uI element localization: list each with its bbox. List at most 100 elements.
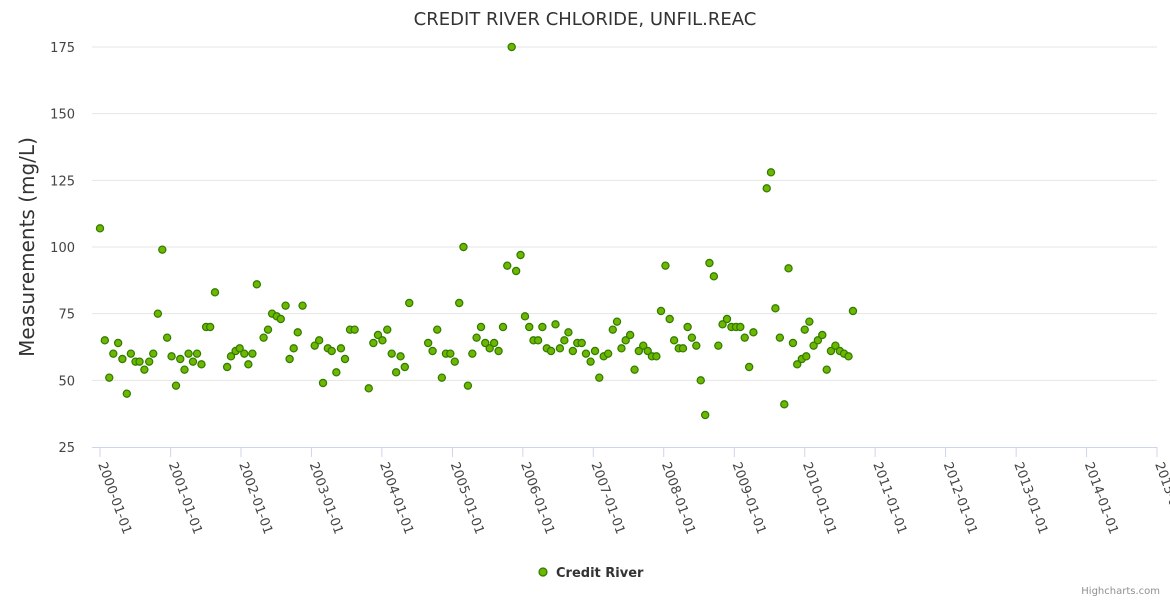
data-point[interactable]: [494, 346, 503, 356]
data-point[interactable]: [533, 336, 543, 345]
data-point[interactable]: [525, 322, 534, 332]
data-point[interactable]: [538, 322, 547, 332]
data-point[interactable]: [692, 341, 701, 350]
data-point[interactable]: [612, 317, 622, 326]
data-point[interactable]: [802, 352, 811, 361]
data-point[interactable]: [184, 349, 193, 358]
data-point[interactable]: [396, 352, 405, 361]
data-point[interactable]: [595, 373, 604, 382]
data-point[interactable]: [709, 272, 719, 281]
data-point[interactable]: [669, 336, 679, 345]
data-point[interactable]: [176, 354, 185, 364]
data-point[interactable]: [248, 349, 257, 358]
data-point[interactable]: [226, 352, 236, 361]
data-point[interactable]: [240, 349, 249, 358]
data-point[interactable]: [489, 338, 499, 348]
data-point[interactable]: [336, 344, 346, 353]
data-point[interactable]: [577, 338, 586, 348]
data-point[interactable]: [656, 306, 666, 316]
data-point[interactable]: [503, 261, 512, 270]
data-point[interactable]: [621, 336, 630, 345]
data-point[interactable]: [188, 357, 198, 366]
data-point[interactable]: [775, 333, 785, 342]
data-point[interactable]: [433, 325, 442, 334]
data-point[interactable]: [683, 322, 692, 332]
data-point[interactable]: [423, 338, 433, 348]
data-point[interactable]: [844, 352, 853, 361]
data-point[interactable]: [327, 346, 336, 356]
data-point[interactable]: [378, 336, 387, 345]
data-point[interactable]: [780, 400, 789, 409]
data-point[interactable]: [293, 328, 302, 337]
legend[interactable]: Credit River: [538, 566, 644, 581]
data-point[interactable]: [687, 333, 697, 342]
data-point[interactable]: [113, 338, 123, 348]
data-point[interactable]: [476, 322, 486, 332]
data-point[interactable]: [387, 349, 396, 358]
data-point[interactable]: [167, 352, 176, 361]
data-point[interactable]: [826, 346, 836, 356]
data-point[interactable]: [736, 322, 745, 332]
data-point[interactable]: [744, 362, 754, 372]
data-point[interactable]: [140, 365, 149, 374]
data-point[interactable]: [643, 346, 652, 356]
data-point[interactable]: [405, 298, 414, 308]
data-point[interactable]: [276, 314, 285, 324]
data-point[interactable]: [568, 346, 578, 356]
data-point[interactable]: [318, 378, 328, 388]
data-point[interactable]: [481, 338, 490, 348]
data-point[interactable]: [100, 336, 110, 345]
data-point[interactable]: [314, 336, 324, 345]
data-point[interactable]: [700, 410, 710, 420]
data-point[interactable]: [800, 325, 809, 334]
data-point[interactable]: [485, 344, 494, 353]
data-point[interactable]: [135, 357, 144, 366]
data-point[interactable]: [813, 336, 823, 345]
data-point[interactable]: [608, 325, 617, 334]
data-point[interactable]: [603, 349, 613, 358]
data-point[interactable]: [520, 312, 530, 321]
data-point[interactable]: [332, 368, 341, 377]
data-point[interactable]: [459, 242, 468, 252]
data-point[interactable]: [105, 373, 114, 382]
data-point[interactable]: [235, 344, 244, 353]
data-point[interactable]: [630, 365, 639, 374]
data-point[interactable]: [455, 298, 464, 308]
data-point[interactable]: [310, 341, 319, 350]
data-point[interactable]: [809, 341, 818, 350]
data-point[interactable]: [546, 346, 556, 356]
data-point[interactable]: [665, 314, 674, 324]
data-point[interactable]: [192, 349, 202, 358]
data-point[interactable]: [822, 365, 831, 374]
data-point[interactable]: [507, 42, 516, 52]
data-point[interactable]: [678, 344, 688, 353]
data-point[interactable]: [162, 333, 172, 342]
data-point[interactable]: [463, 381, 473, 390]
data-point[interactable]: [222, 362, 232, 372]
data-point[interactable]: [205, 322, 215, 332]
data-point[interactable]: [197, 360, 206, 369]
data-point[interactable]: [369, 338, 378, 348]
data-point[interactable]: [153, 309, 163, 318]
data-point[interactable]: [749, 328, 758, 337]
data-point[interactable]: [555, 344, 565, 353]
data-point[interactable]: [718, 320, 727, 329]
data-point[interactable]: [144, 357, 154, 366]
data-point[interactable]: [472, 333, 481, 342]
data-point[interactable]: [831, 341, 840, 350]
data-point[interactable]: [171, 381, 181, 390]
data-point[interactable]: [364, 384, 373, 393]
data-point[interactable]: [468, 349, 477, 358]
data-point[interactable]: [158, 245, 167, 254]
data-point[interactable]: [259, 333, 268, 342]
data-point[interactable]: [109, 349, 118, 358]
credits-link[interactable]: Highcharts.com: [1081, 586, 1160, 597]
data-point[interactable]: [617, 344, 626, 353]
data-point[interactable]: [771, 304, 780, 313]
data-point[interactable]: [263, 325, 273, 334]
data-point[interactable]: [400, 362, 410, 372]
data-point[interactable]: [450, 357, 459, 366]
data-point[interactable]: [289, 344, 298, 353]
data-point[interactable]: [805, 317, 814, 326]
data-point[interactable]: [705, 258, 714, 268]
